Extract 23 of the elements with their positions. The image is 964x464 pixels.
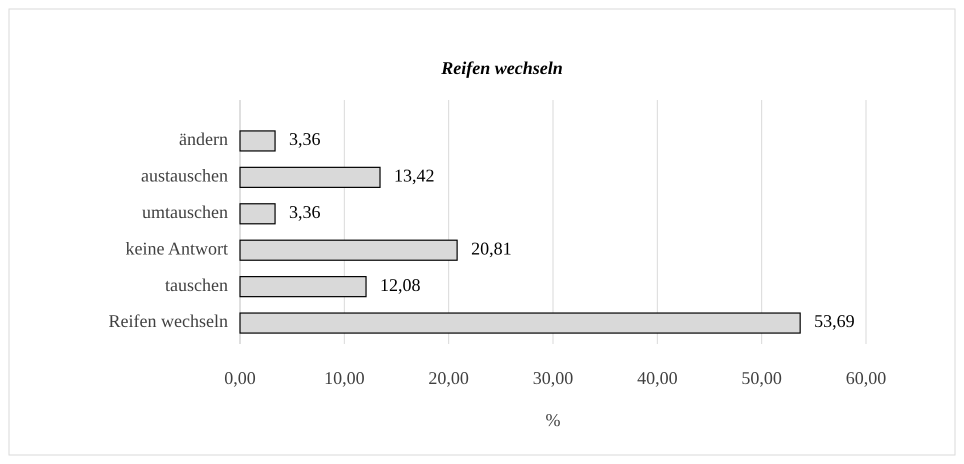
data-label: 20,81 bbox=[471, 238, 512, 258]
data-label: 3,36 bbox=[289, 129, 321, 150]
bar bbox=[239, 203, 276, 224]
data-label: 12,08 bbox=[380, 274, 421, 295]
chart-title: Reifen wechseln bbox=[440, 58, 563, 78]
x-tick-label: 20,00 bbox=[428, 368, 469, 388]
y-tick-label: ändern bbox=[179, 129, 228, 150]
x-tick-label: 0,00 bbox=[224, 368, 256, 388]
y-tick-label: keine Antwort bbox=[126, 238, 228, 258]
data-label: 53,69 bbox=[814, 311, 855, 332]
y-tick-label: umtauschen bbox=[142, 202, 228, 222]
y-tick-label: Reifen wechseln bbox=[108, 311, 228, 332]
x-tick-label: 10,00 bbox=[324, 368, 365, 388]
x-tick-label: 50,00 bbox=[741, 368, 782, 388]
x-tick-label: 30,00 bbox=[532, 368, 574, 388]
x-tick-label: 60,00 bbox=[846, 368, 886, 388]
y-tick-label: tauschen bbox=[165, 274, 228, 295]
bar bbox=[239, 130, 276, 152]
x-tick-label: 40,00 bbox=[637, 368, 678, 388]
y-tick-label: austauschen bbox=[141, 165, 228, 186]
x-axis-title: % bbox=[546, 410, 560, 430]
data-label: 3,36 bbox=[289, 202, 321, 222]
data-label: 13,42 bbox=[394, 165, 435, 186]
